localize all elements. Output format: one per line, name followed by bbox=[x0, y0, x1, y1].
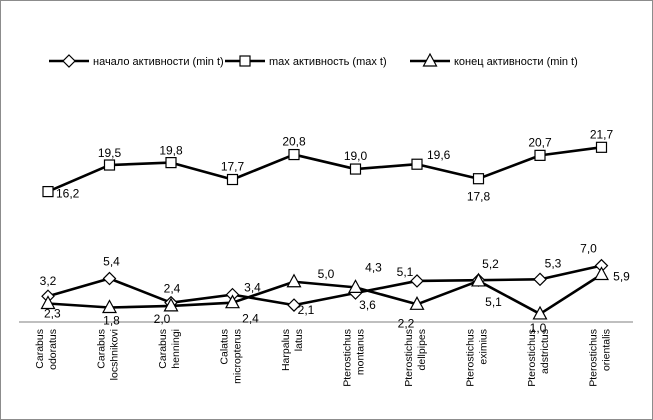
data-label: 5,1 bbox=[397, 265, 414, 279]
data-label: 7,0 bbox=[580, 242, 597, 256]
legend-marker-square bbox=[239, 55, 251, 67]
category-label-line: eximius bbox=[478, 329, 490, 365]
data-point-diamond bbox=[287, 298, 301, 312]
legend-marker-diamond bbox=[62, 54, 76, 68]
data-point-square bbox=[103, 159, 116, 171]
data-label: 2,4 bbox=[164, 282, 181, 296]
data-point-triangle bbox=[163, 297, 179, 312]
data-point-square bbox=[42, 185, 54, 198]
data-point-square bbox=[226, 173, 239, 186]
category-label-line: Carabus bbox=[96, 329, 108, 369]
category-label: Pterostichuseximius bbox=[465, 329, 490, 387]
data-label: 2,2 bbox=[398, 316, 415, 330]
category-label: Pterostichusdellpipes bbox=[403, 329, 428, 387]
series-line-square bbox=[47, 146, 602, 193]
data-point-diamond bbox=[410, 274, 424, 288]
data-label: 3,2 bbox=[40, 274, 57, 288]
category-label-line: Carabus bbox=[157, 329, 169, 369]
category-label-line: Calatus bbox=[219, 329, 231, 365]
category-label-line: Pterostichus bbox=[342, 329, 354, 387]
data-label: 20,7 bbox=[528, 135, 552, 149]
data-label: 3,6 bbox=[359, 298, 376, 312]
data-label: 4,3 bbox=[365, 260, 382, 274]
data-point-square bbox=[472, 173, 485, 185]
category-label-line: adstrictus bbox=[539, 329, 551, 374]
data-label: 5,0 bbox=[318, 267, 335, 281]
data-label: 1,8 bbox=[103, 314, 120, 328]
data-point-triangle bbox=[347, 279, 364, 293]
data-label: 17,8 bbox=[467, 190, 491, 204]
data-point-triangle bbox=[40, 295, 56, 310]
category-label: Carabusodoratus bbox=[34, 329, 59, 370]
data-label: 5,2 bbox=[482, 257, 499, 271]
data-point-triangle bbox=[101, 299, 118, 314]
data-label: 2,0 bbox=[154, 312, 171, 326]
category-label-line: dellpipes bbox=[416, 329, 428, 370]
data-point-triangle bbox=[593, 266, 610, 281]
data-point-triangle bbox=[532, 305, 548, 320]
legend-label: начало активности (min t) bbox=[93, 56, 224, 68]
data-label: 19,5 bbox=[98, 146, 122, 160]
data-label: 5,3 bbox=[545, 256, 562, 270]
data-point-square bbox=[411, 158, 423, 170]
category-label: Carabuslocshnikovi bbox=[96, 329, 121, 380]
category-label: Pterostichusadstrictus bbox=[526, 329, 551, 387]
category-label-line: odoratus bbox=[47, 329, 59, 370]
category-label-line: Pterostichus bbox=[588, 329, 600, 387]
data-point-triangle bbox=[409, 296, 425, 310]
category-label-line: Pterostichus bbox=[465, 329, 477, 387]
category-label-line: Pterostichus bbox=[403, 329, 415, 387]
category-label-line: henningi bbox=[170, 329, 182, 369]
data-point-square bbox=[349, 163, 362, 175]
data-label: 5,9 bbox=[613, 270, 630, 284]
legend-label: конец активности (min t) bbox=[454, 56, 578, 68]
data-label: 2,1 bbox=[298, 303, 315, 317]
data-label: 3,4 bbox=[244, 281, 261, 295]
series-line-triangle bbox=[47, 273, 603, 316]
category-label: Pterostichusorientalis bbox=[588, 329, 613, 387]
category-label-line: Harpalus bbox=[280, 329, 292, 371]
category-label: Carabushenningi bbox=[157, 329, 182, 369]
data-point-triangle bbox=[286, 273, 302, 288]
category-label-line: latus bbox=[293, 329, 305, 351]
legend-marker-triangle bbox=[422, 52, 438, 67]
category-label-line: micropterus bbox=[232, 329, 244, 384]
data-label: 20,8 bbox=[282, 135, 306, 149]
data-label: 19,8 bbox=[159, 144, 183, 158]
data-label: 19,6 bbox=[427, 148, 451, 162]
data-label: 2,3 bbox=[44, 306, 61, 320]
category-label: Calatusmicropterus bbox=[219, 329, 244, 384]
category-label-line: Carabus bbox=[34, 329, 46, 369]
data-label: 1,0 bbox=[530, 321, 547, 335]
data-label: 17,7 bbox=[221, 160, 245, 174]
category-label-line: Pterostichus bbox=[526, 329, 538, 387]
data-label: 21,7 bbox=[590, 127, 614, 141]
data-label: 19,0 bbox=[344, 149, 368, 163]
data-label: 5,4 bbox=[103, 255, 120, 269]
data-label: 5,1 bbox=[485, 295, 502, 309]
data-label: 16,2 bbox=[56, 187, 80, 201]
data-point-triangle bbox=[470, 272, 487, 287]
category-label-line: locshnikovi bbox=[109, 329, 121, 380]
category-label: Pterostichusmontanus bbox=[342, 329, 367, 387]
data-point-square bbox=[165, 157, 177, 169]
legend-label: max активность (max t) bbox=[269, 56, 387, 68]
data-point-diamond bbox=[102, 271, 117, 286]
data-point-diamond bbox=[533, 272, 547, 287]
data-point-square bbox=[595, 141, 608, 153]
category-label-line: orientalis bbox=[601, 329, 613, 371]
data-point-triangle bbox=[224, 294, 241, 309]
data-point-square bbox=[534, 149, 546, 161]
category-label: Harpaluslatus bbox=[280, 329, 305, 371]
category-label-line: montanus bbox=[355, 329, 367, 375]
series-line-diamond bbox=[47, 264, 602, 307]
data-label: 2,4 bbox=[242, 312, 259, 326]
data-point-square bbox=[288, 148, 300, 161]
